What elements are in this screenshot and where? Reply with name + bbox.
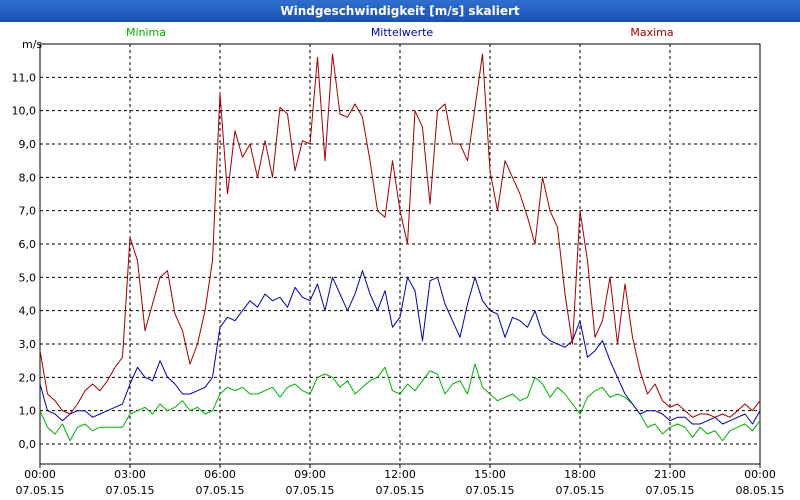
x-tick-date: 07.05.15 bbox=[196, 484, 245, 497]
maxima-line bbox=[39, 53, 761, 418]
x-tick-time: 21:00 bbox=[654, 468, 686, 481]
x-tick-date: 07.05.15 bbox=[466, 484, 515, 497]
x-tick-date: 08.05.15 bbox=[736, 484, 785, 497]
x-tick-date: 07.05.15 bbox=[556, 484, 605, 497]
y-tick-label: 10,0 bbox=[12, 105, 37, 118]
x-tick-date: 07.05.15 bbox=[376, 484, 425, 497]
x-tick-date: 07.05.15 bbox=[286, 484, 335, 497]
y-tick-label: 11,0 bbox=[12, 71, 37, 84]
legend-mittelwerte: Mittelwerte bbox=[371, 26, 434, 39]
legend-maxima: Maxima bbox=[630, 26, 673, 39]
x-tick-time: 03:00 bbox=[114, 468, 146, 481]
x-axis: 00:00 07.05.15 03:00 07.05.15 06:00 07.05.15 0… bbox=[16, 464, 785, 497]
mittelwerte-line bbox=[39, 270, 761, 425]
x-tick-time: 18:00 bbox=[564, 468, 596, 481]
x-tick-time: 12:00 bbox=[384, 468, 416, 481]
y-tick-label: 3,0 bbox=[19, 338, 37, 351]
y-tick-label: 9,0 bbox=[19, 138, 37, 151]
y-axis: m/s 0,0 1,0 2,0 3,0 4,0 5,0 6,0 7,0 8,0 9,0 10,0 11… bbox=[12, 38, 43, 451]
x-tick-time: 09:00 bbox=[294, 468, 326, 481]
y-tick-label: 4,0 bbox=[19, 305, 37, 318]
window-title: Windgeschwindigkeit [m/s] skaliert bbox=[0, 0, 800, 22]
x-tick-date: 07.05.15 bbox=[106, 484, 155, 497]
y-tick-label: 7,0 bbox=[19, 205, 37, 218]
x-tick-time: 00:00 bbox=[744, 468, 776, 481]
y-tick-label: 0,0 bbox=[19, 438, 37, 451]
legend-minima: Minima bbox=[126, 26, 166, 39]
wind-speed-chart: m/s 0,0 1,0 2,0 3,0 4,0 5,0 6,0 7,0 8,0 9,0 10,0 11… bbox=[12, 26, 785, 497]
y-tick-label: 1,0 bbox=[19, 405, 37, 418]
series-group bbox=[39, 53, 761, 442]
y-tick-label: 8,0 bbox=[19, 171, 37, 184]
x-tick-time: 06:00 bbox=[204, 468, 236, 481]
y-axis-unit: m/s bbox=[22, 38, 42, 51]
y-tick-label: 5,0 bbox=[19, 271, 37, 284]
x-tick-time: 00:00 bbox=[24, 468, 56, 481]
x-tick-date: 07.05.15 bbox=[16, 484, 65, 497]
x-tick-time: 15:00 bbox=[474, 468, 506, 481]
x-tick-date: 07.05.15 bbox=[646, 484, 695, 497]
y-tick-label: 6,0 bbox=[19, 238, 37, 251]
legend: Minima Mittelwerte Maxima bbox=[126, 26, 674, 39]
y-tick-label: 2,0 bbox=[19, 371, 37, 384]
